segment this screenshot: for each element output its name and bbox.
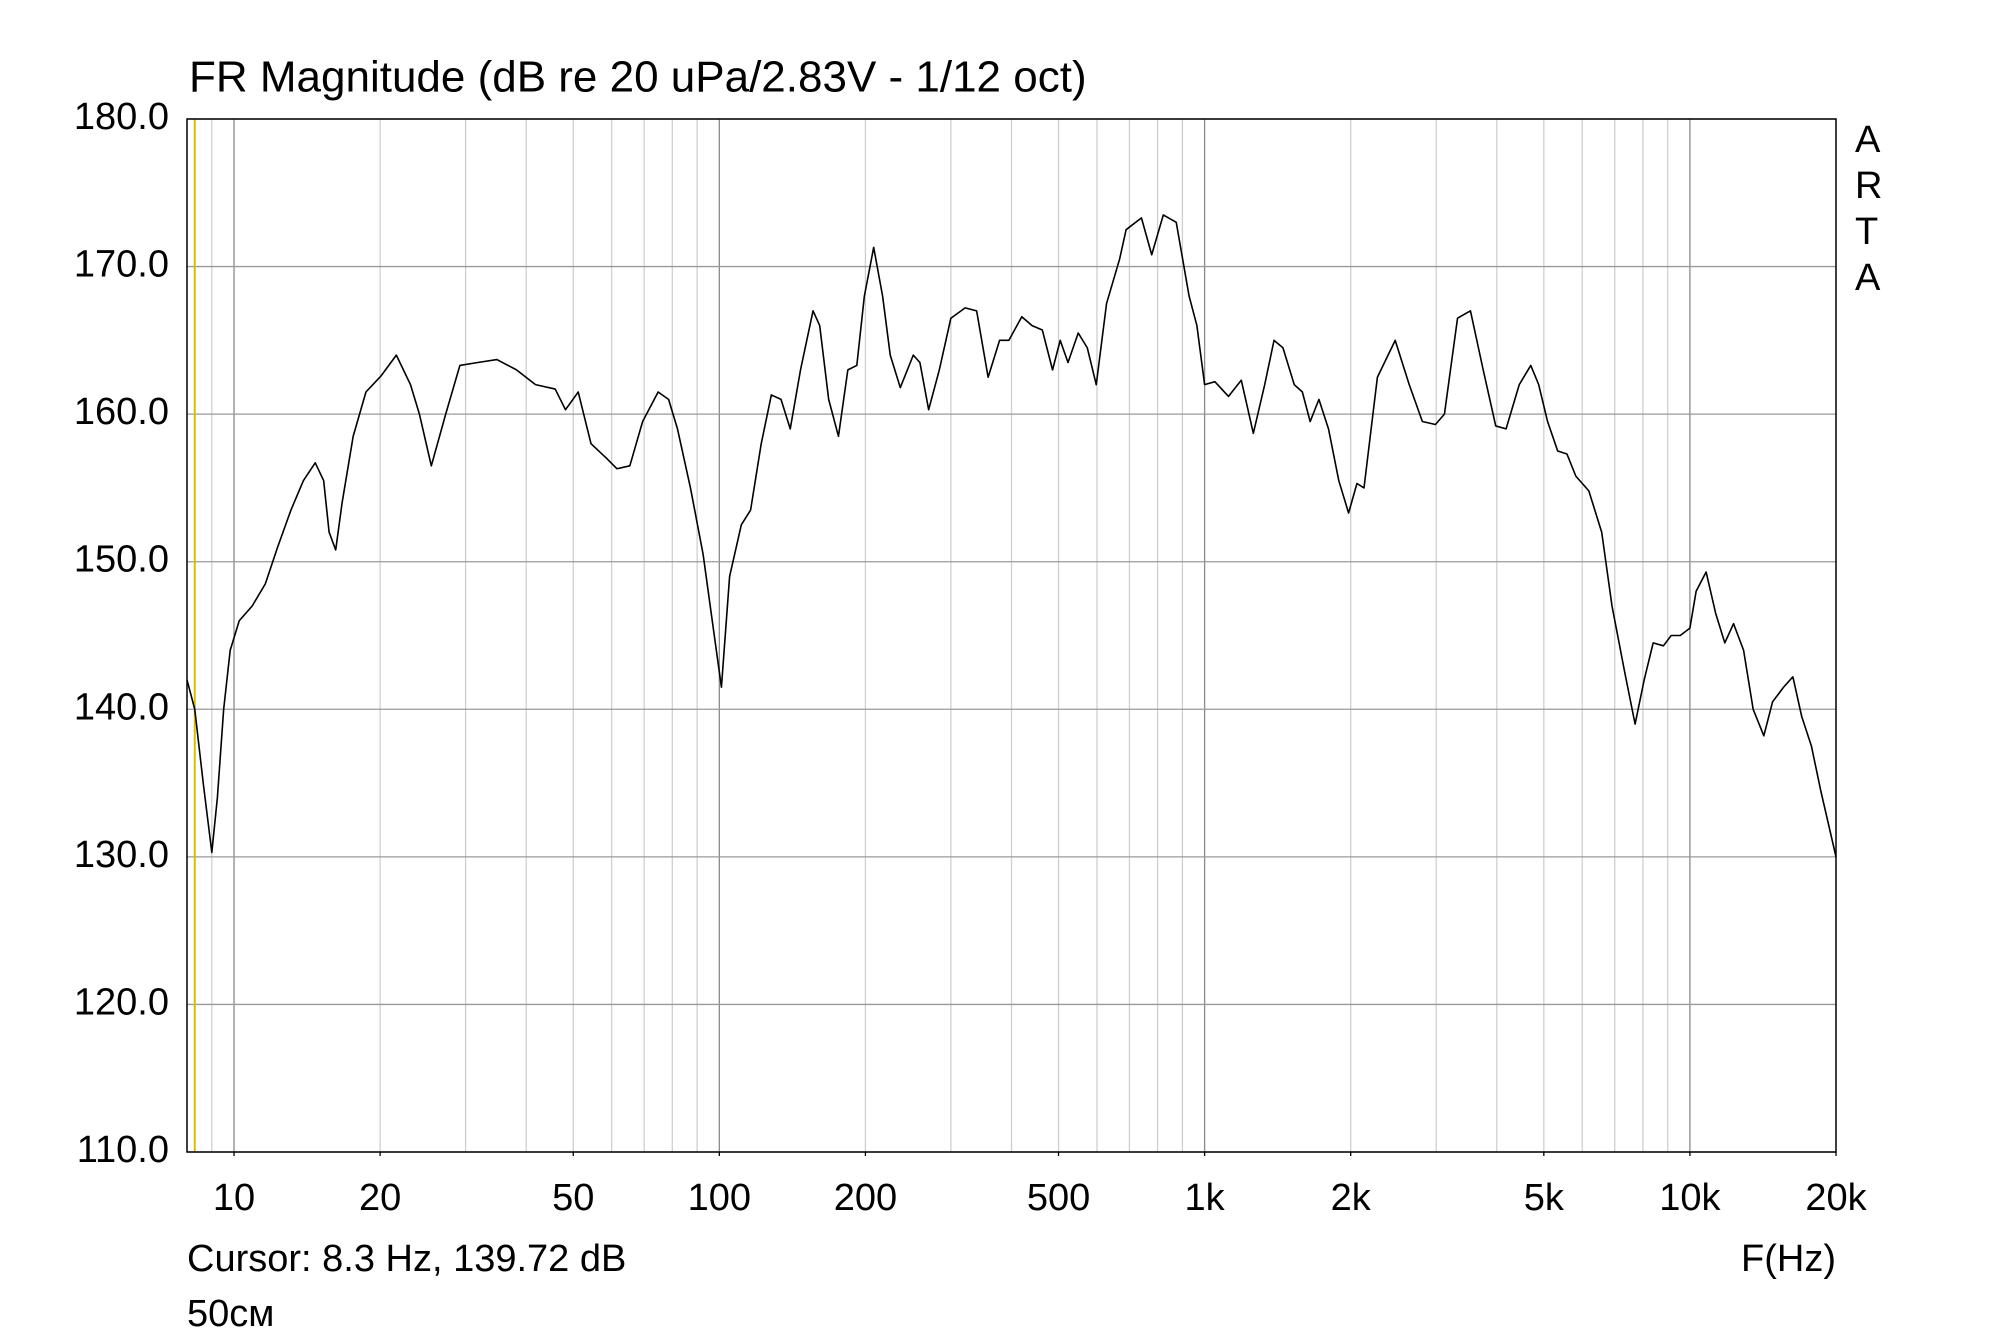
x-tick-label: 20 [359, 1177, 401, 1219]
x-tick-label: 10 [213, 1177, 255, 1219]
note: 50см [187, 1293, 274, 1331]
response-curve [186, 214, 1837, 858]
y-tick-label: 120.0 [74, 981, 169, 1023]
x-tick-label: 500 [1027, 1177, 1090, 1219]
y-tick-label: 110.0 [77, 1129, 169, 1171]
x-tick-label: 100 [688, 1177, 751, 1219]
y-tick-label: 170.0 [74, 244, 169, 286]
y-tick-label: 160.0 [74, 391, 169, 433]
x-tick-label: 200 [834, 1177, 897, 1219]
x-tick-label: 20k [1805, 1177, 1867, 1219]
chart-title: FR Magnitude (dB re 20 uPa/2.83V - 1/12 … [189, 53, 1087, 102]
x-tick-label: 5k [1524, 1177, 1565, 1219]
y-tick-label: 150.0 [74, 539, 169, 581]
x-axis-label: F(Hz) [1741, 1238, 1836, 1280]
plot-frame [186, 118, 1837, 1153]
x-tick-label: 1k [1185, 1177, 1226, 1219]
cursor-readout: Cursor: 8.3 Hz, 139.72 dB [187, 1238, 626, 1280]
x-tick-label: 2k [1331, 1177, 1372, 1219]
x-tick-label: 50 [552, 1177, 594, 1219]
y-tick-label: 130.0 [74, 834, 169, 876]
y-tick-label: 140.0 [74, 686, 169, 728]
y-tick-label: 180.0 [74, 96, 169, 138]
x-tick-label: 10k [1659, 1177, 1721, 1219]
